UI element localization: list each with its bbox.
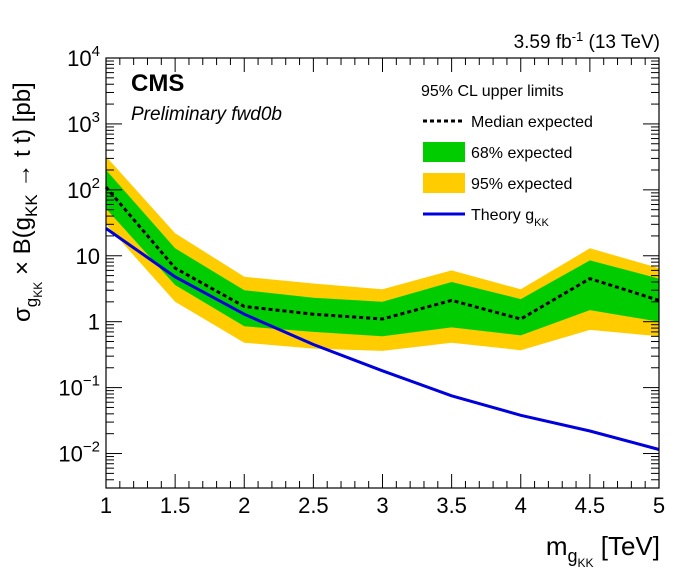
y-axis-title: σgKK × B(gKK → t t) [pb] [9, 82, 45, 322]
legend-68-swatch [423, 142, 465, 162]
x-tick-label: 4.5 [575, 493, 606, 518]
y-tick-label: 10−1 [58, 373, 100, 401]
x-tick-label: 3.5 [436, 493, 467, 518]
x-tick-label: 2 [238, 493, 250, 518]
y-tick-label: 10 [76, 244, 100, 269]
legend-95-swatch [423, 173, 465, 193]
x-tick-label: 1.5 [160, 493, 191, 518]
y-tick-label: 1 [88, 310, 100, 335]
x-tick-label: 5 [653, 493, 665, 518]
theory-gkk-line [105, 227, 660, 451]
lumi-label: 3.59 fb-1 (13 TeV) [514, 29, 660, 53]
subtitle-label: Preliminary fwd0b [131, 104, 282, 125]
legend-68-label: 68% expected [471, 145, 572, 162]
x-axis-ticks: 1 1.5 2 2.5 3 3.5 4 4.5 5 [100, 58, 665, 518]
x-tick-label: 4 [515, 493, 527, 518]
legend-median-label: Median expected [471, 114, 593, 131]
y-tick-label: 103 [67, 109, 100, 137]
y-tick-label: 104 [67, 43, 100, 71]
legend: 95% CL upper limits Median expected 68% … [421, 83, 593, 229]
x-tick-label: 2.5 [298, 493, 329, 518]
x-axis-title: mgKK [TeV] [546, 531, 660, 570]
legend-95-label: 95% expected [471, 176, 572, 193]
median-expected-line [104, 186, 660, 321]
experiment-label: CMS [131, 70, 184, 97]
y-tick-label: 102 [67, 175, 100, 203]
legend-header: 95% CL upper limits [421, 83, 564, 100]
y-tick-label: 10−2 [58, 439, 100, 467]
band-68-expected [106, 170, 659, 337]
legend-theory-label: Theory gKK [471, 207, 549, 229]
x-tick-label: 3 [376, 493, 388, 518]
x-tick-label: 1 [100, 493, 112, 518]
